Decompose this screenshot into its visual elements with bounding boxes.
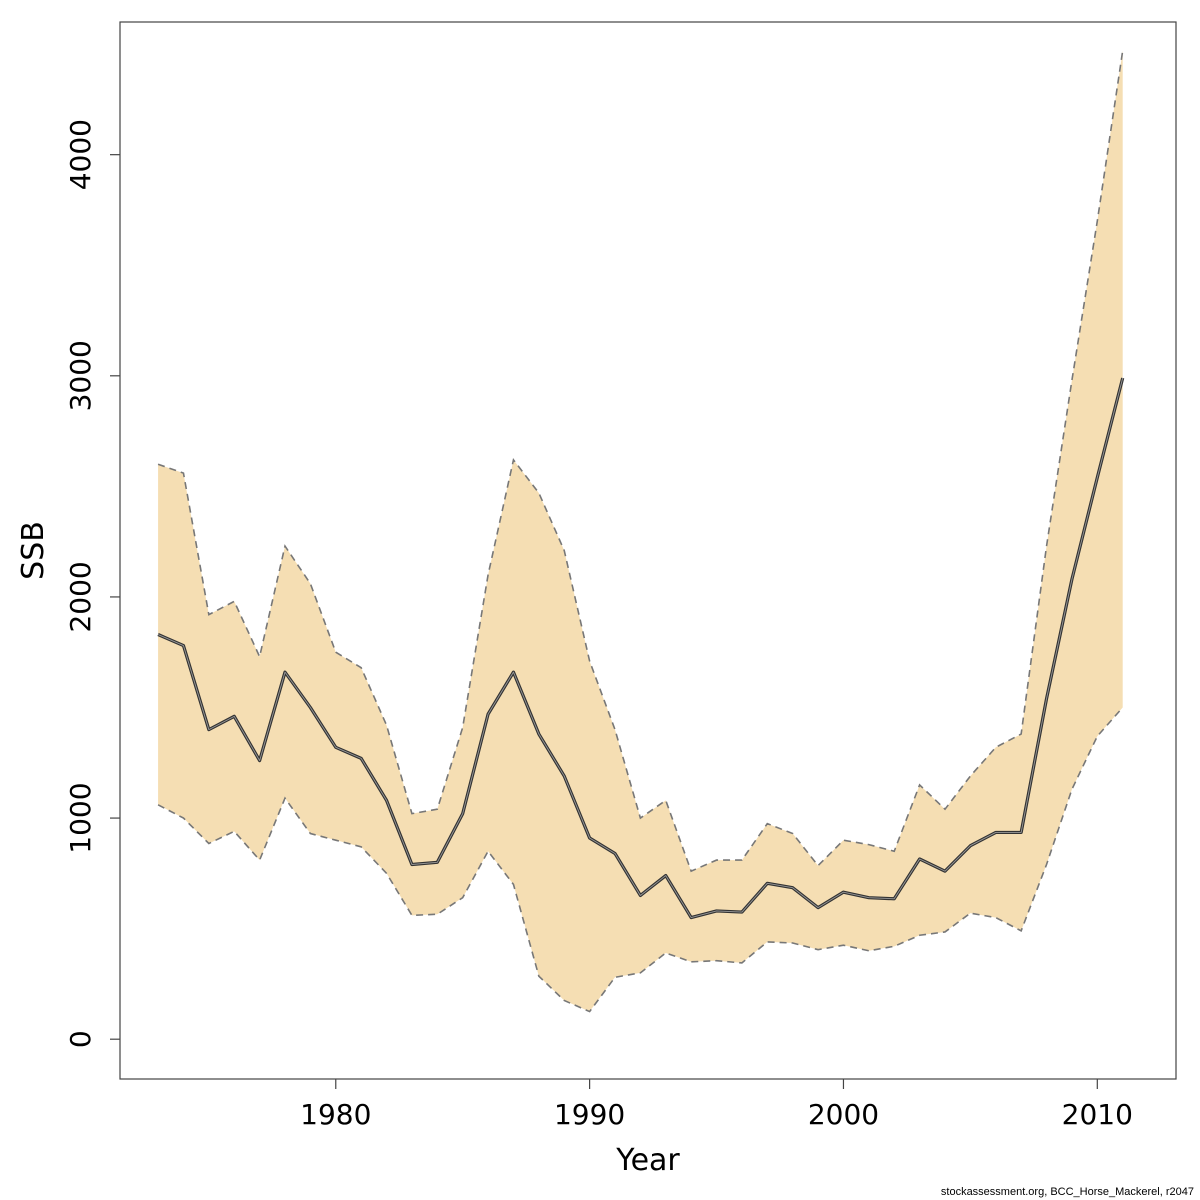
y-axis-title: SSB: [16, 521, 51, 580]
y-tick-label: 1000: [64, 782, 97, 853]
upper-bound-line: [157, 50, 1124, 873]
x-axis-title: Year: [615, 1143, 680, 1178]
x-tick-label: 2000: [808, 1098, 879, 1131]
y-tick-label: 4000: [64, 119, 97, 190]
y-tick-label: 0: [64, 1030, 97, 1048]
confidence-band: [158, 50, 1123, 1012]
x-tick-label: 1980: [300, 1098, 371, 1131]
source-credit: stockassessment.org, BCC_Horse_Mackerel,…: [940, 1186, 1194, 1198]
plot-frame: [119, 21, 1177, 1080]
y-tick-label: 2000: [64, 561, 97, 632]
plot-area: [157, 50, 1125, 1013]
ssb-estimate-line-inner: [157, 377, 1124, 919]
lower-bound-line: [157, 706, 1124, 1013]
y-tick-label: 3000: [64, 340, 97, 411]
axes: 1980 1990 2000 2010 0 1000 2000 3000 4000: [64, 119, 1133, 1131]
x-tick-label: 1990: [554, 1098, 625, 1131]
x-tick-label: 2010: [1062, 1098, 1133, 1131]
